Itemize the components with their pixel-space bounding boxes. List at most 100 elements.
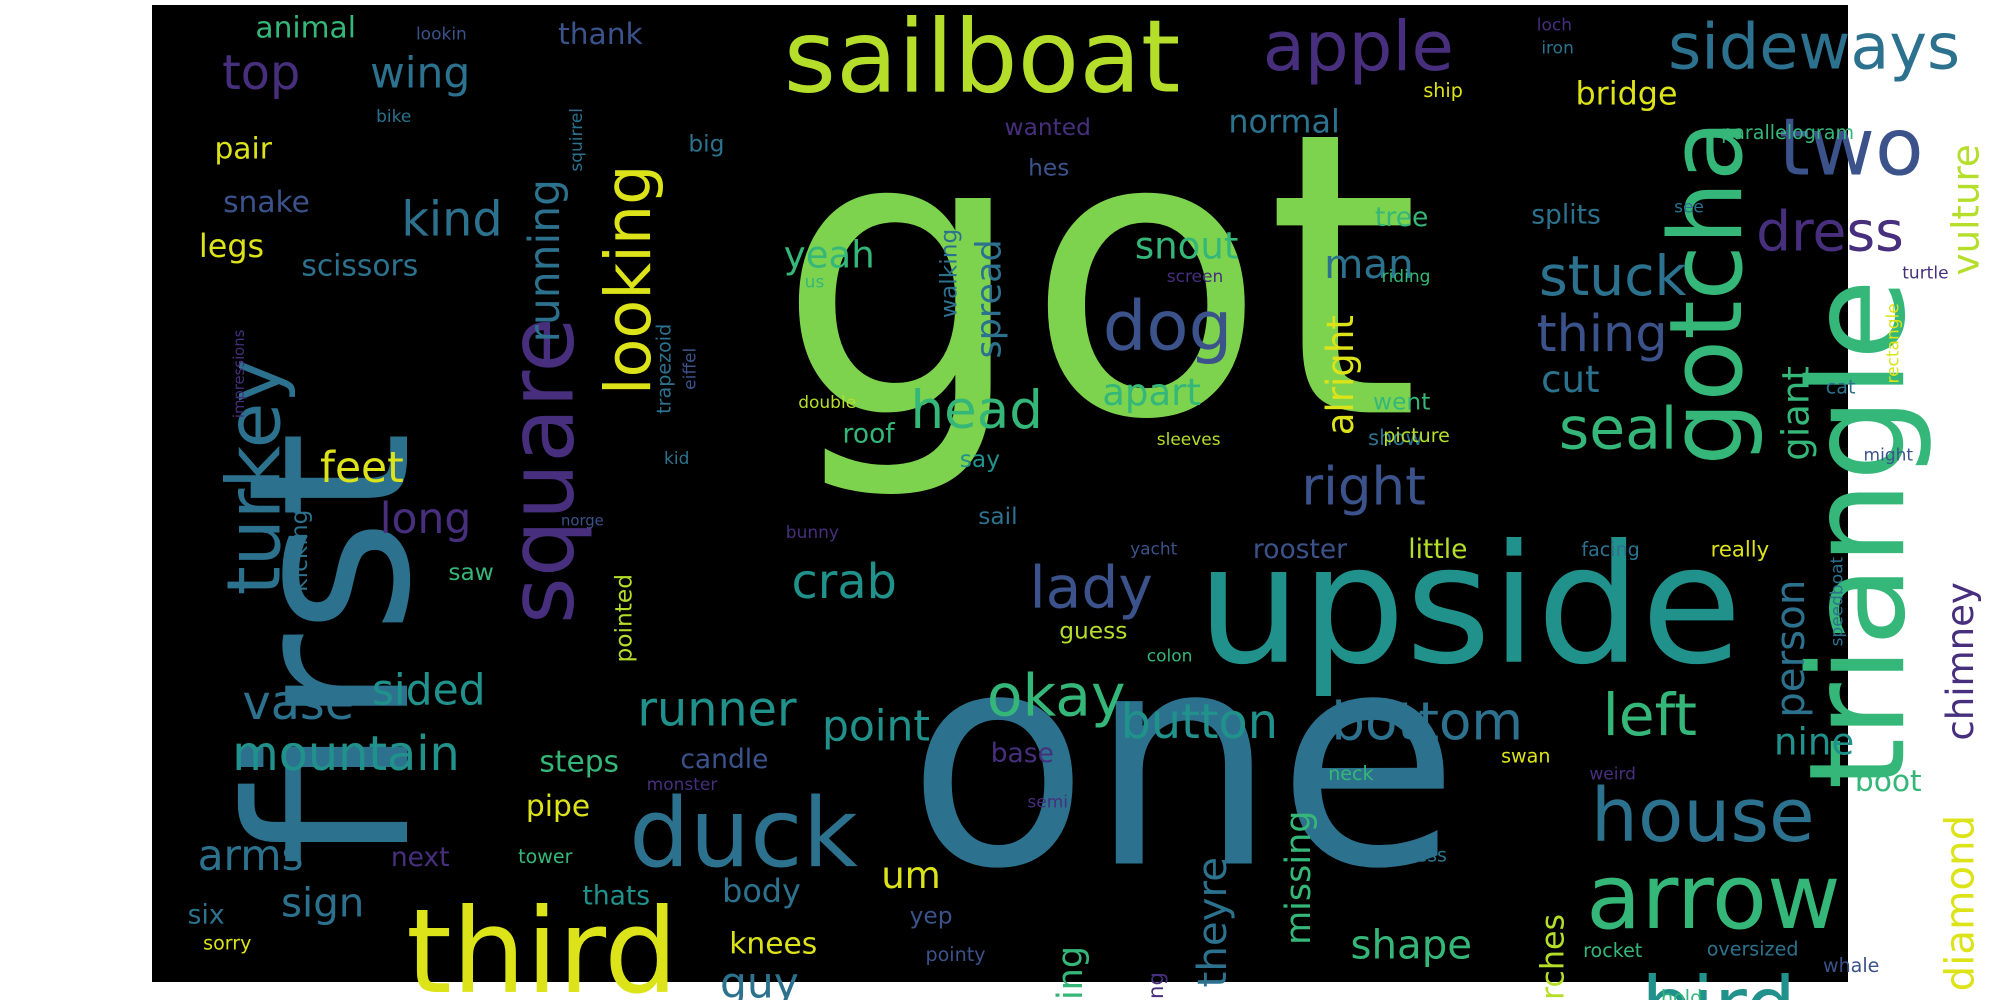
word-one: one — [907, 588, 1459, 933]
word-thank: thank — [558, 17, 643, 52]
word-saw: saw — [448, 559, 493, 586]
word-parallelogram: parallelogram — [1721, 121, 1854, 144]
word-squirrel: squirrel — [567, 108, 587, 172]
word-say: say — [960, 446, 1000, 473]
word-colon: colon — [1147, 646, 1193, 666]
word-triangle: triangle — [1781, 279, 1935, 790]
word-square: square — [489, 317, 594, 624]
word-really: really — [1711, 537, 1770, 562]
word-little: little — [1408, 534, 1467, 565]
word-cut: cut — [1541, 358, 1599, 401]
word-arrow: arrow — [1586, 845, 1841, 950]
word-man: man — [1324, 241, 1414, 288]
word-pointing: pointing — [1051, 946, 1091, 1000]
word-alright: alright — [1319, 315, 1362, 435]
word-whale: whale — [1823, 954, 1879, 977]
word-long: long — [380, 494, 472, 543]
word-six: six — [188, 899, 225, 930]
word-knees: knees — [729, 927, 817, 962]
word-hes: hes — [1028, 155, 1069, 182]
word-pointed: pointed — [610, 574, 637, 663]
word-sided: sided — [372, 666, 486, 715]
word-wing: wing — [370, 49, 470, 98]
word-shape: shape — [1350, 922, 1472, 969]
word-kind: kind — [401, 193, 502, 248]
word-snake: snake — [223, 185, 310, 220]
word-head: head — [911, 380, 1043, 441]
word-screen: screen — [1167, 267, 1224, 287]
word-arches: arches — [1534, 914, 1571, 1000]
word-picture: picture — [1383, 424, 1450, 447]
word-theyre: theyre — [1189, 857, 1236, 987]
word-animal: animal — [255, 11, 356, 46]
word-holding: holding — [1143, 972, 1168, 1000]
word-thing: thing — [1537, 305, 1668, 364]
word-see: see — [1674, 197, 1704, 217]
word-dog: dog — [1103, 287, 1233, 367]
word-sign: sign — [281, 880, 364, 927]
word-crab: crab — [792, 555, 897, 610]
word-semi: semi — [1027, 793, 1068, 813]
word-vulture: vulture — [1944, 144, 1987, 275]
word-neck: neck — [1328, 762, 1373, 785]
word-rectangle: rectangle — [1884, 303, 1904, 383]
word-missing: missing — [1279, 810, 1319, 944]
word-went: went — [1373, 389, 1430, 416]
word-tree: tree — [1375, 202, 1428, 233]
word-base: base — [991, 738, 1054, 769]
word-sorry: sorry — [203, 931, 251, 954]
word-loch: loch — [1537, 15, 1572, 35]
words-layer: gotonefirstupsidesailboattrianglesecondl… — [188, 0, 1988, 1000]
word-big: big — [688, 130, 724, 157]
word-oversized: oversized — [1707, 938, 1799, 961]
word-normal: normal — [1228, 103, 1339, 140]
word-candle: candle — [680, 744, 768, 775]
word-apple: apple — [1263, 7, 1454, 87]
word-us: us — [805, 272, 825, 292]
word-body: body — [722, 873, 801, 910]
word-steps: steps — [539, 745, 619, 780]
word-yacht: yacht — [1130, 540, 1178, 560]
word-scissors: scissors — [301, 249, 418, 284]
word-cloud-background — [152, 5, 1848, 982]
word-gotcha: gotcha — [1648, 120, 1765, 466]
word-top: top — [222, 46, 300, 101]
word-runner: runner — [637, 682, 797, 737]
word-looking: looking — [591, 164, 665, 395]
word-trapezoid: trapezoid — [653, 324, 676, 414]
word-two: two — [1779, 101, 1924, 194]
word-vase: vase — [242, 676, 354, 731]
word-rocket: rocket — [1583, 939, 1643, 962]
word-swan: swan — [1501, 744, 1550, 767]
word-ship: ship — [1423, 79, 1462, 102]
word-walking: walking — [936, 229, 963, 318]
word-guess: guess — [1059, 618, 1127, 645]
word-diamond: diamond — [1937, 815, 1984, 992]
word-left: left — [1603, 681, 1697, 749]
word-pipe: pipe — [526, 789, 590, 824]
word-bike: bike — [376, 107, 411, 127]
word-sail: sail — [978, 503, 1017, 530]
word-spread: spread — [970, 239, 1010, 358]
word-apart: apart — [1102, 371, 1201, 414]
word-chimney: chimney — [1939, 582, 1982, 741]
word-weird: weird — [1589, 765, 1636, 785]
word-kid: kid — [664, 449, 689, 469]
word-point: point — [822, 701, 930, 750]
word-show: show — [1368, 425, 1423, 450]
word-duck: duck — [629, 778, 858, 889]
word-wanted: wanted — [1005, 114, 1091, 141]
word-kicking: kicking — [286, 510, 313, 592]
word-yep: yep — [910, 903, 953, 930]
word-sailboat: sailboat — [784, 0, 1181, 115]
word-double: double — [798, 393, 856, 413]
word-norge: norge — [561, 513, 604, 530]
word-third: third — [406, 885, 678, 1000]
word-lookin: lookin — [416, 24, 467, 44]
word-bird: bird — [1642, 959, 1796, 1000]
word-boot: boot — [1855, 764, 1922, 799]
word-seal: seal — [1559, 395, 1677, 463]
word-mountain: mountain — [232, 727, 459, 782]
